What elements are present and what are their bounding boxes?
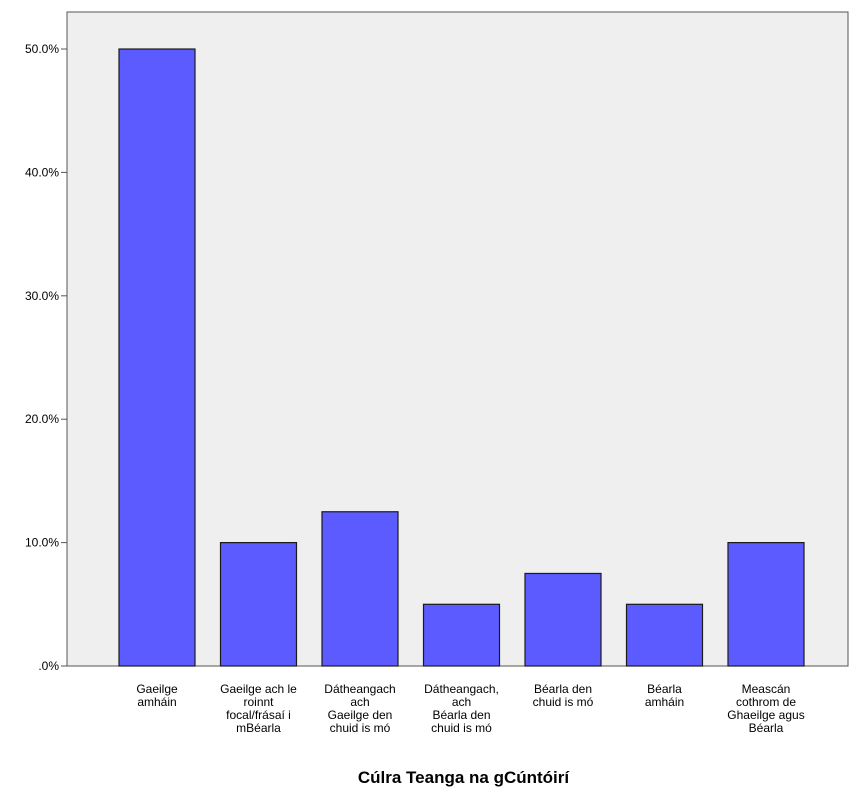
x-tick-label-line: mBéarla — [236, 721, 281, 735]
bar — [219, 542, 298, 667]
x-tick-label-line: Béarla — [647, 682, 682, 696]
plot-area — [66, 11, 849, 667]
x-tick-label-line: Béarla den — [432, 708, 490, 722]
x-tick-label: Béarla den chuid is mó — [533, 682, 594, 709]
y-tick-label: 30.0% — [25, 289, 59, 303]
bar — [524, 572, 602, 667]
x-tick-label-line: amháin — [137, 695, 176, 709]
x-tick-label-line: ach — [350, 695, 369, 709]
x-tick-label-line: Béarla — [749, 721, 784, 735]
bar — [422, 603, 501, 667]
y-tick-label: 40.0% — [25, 165, 59, 179]
y-tick-label: 20.0% — [25, 412, 59, 426]
x-tick-label-line: Béarla den — [534, 682, 592, 696]
x-tick-label-line: focal/frásaí i — [226, 708, 291, 722]
x-tick-label: Béarla amháin — [645, 682, 684, 709]
x-tick-label-line: ach — [452, 695, 471, 709]
x-tick-label: Meascán cothrom de Ghaeilge agus Béarla — [727, 682, 804, 735]
bar — [625, 603, 704, 667]
x-tick-label-line: chuid is mó — [533, 695, 594, 709]
x-tick-label-line: roinnt — [243, 695, 274, 709]
x-tick-label-line: Dátheangach, — [424, 682, 499, 696]
x-tick-label: Dátheangach, ach Béarla den chuid is mó — [424, 682, 499, 735]
bar — [118, 48, 196, 667]
y-axis: .0% 10.0% 20.0% 30.0% 40.0% 50.0% — [25, 42, 67, 673]
x-tick-label-line: Gaeilge den — [328, 708, 393, 722]
bar — [727, 542, 805, 667]
bars — [118, 48, 805, 667]
x-tick-label: Gaeilge amháin — [136, 682, 178, 709]
x-tick-label-line: chuid is mó — [431, 721, 492, 735]
x-tick-label-line: Gaeilge — [136, 682, 178, 696]
x-tick-label-line: cothrom de — [736, 695, 796, 709]
y-tick-label: 50.0% — [25, 42, 59, 56]
x-tick-label: Dátheangach ach Gaeilge den chuid is mó — [324, 682, 395, 735]
x-axis-title: Cúlra Teanga na gCúntóirí — [358, 768, 571, 787]
bar — [321, 511, 399, 667]
x-tick-label-line: Dátheangach — [324, 682, 395, 696]
x-tick-label: Gaeilge ach le roinnt focal/frásaí i mBéarl… — [220, 682, 297, 735]
x-tick-label-line: chuid is mó — [330, 721, 391, 735]
x-tick-label-line: amháin — [645, 695, 684, 709]
y-tick-label: .0% — [38, 659, 59, 673]
x-tick-label-line: Meascán — [742, 682, 791, 696]
x-tick-label-line: Ghaeilge agus — [727, 708, 804, 722]
x-tick-label-line: Gaeilge ach le — [220, 682, 297, 696]
y-tick-label: 10.0% — [25, 536, 59, 550]
